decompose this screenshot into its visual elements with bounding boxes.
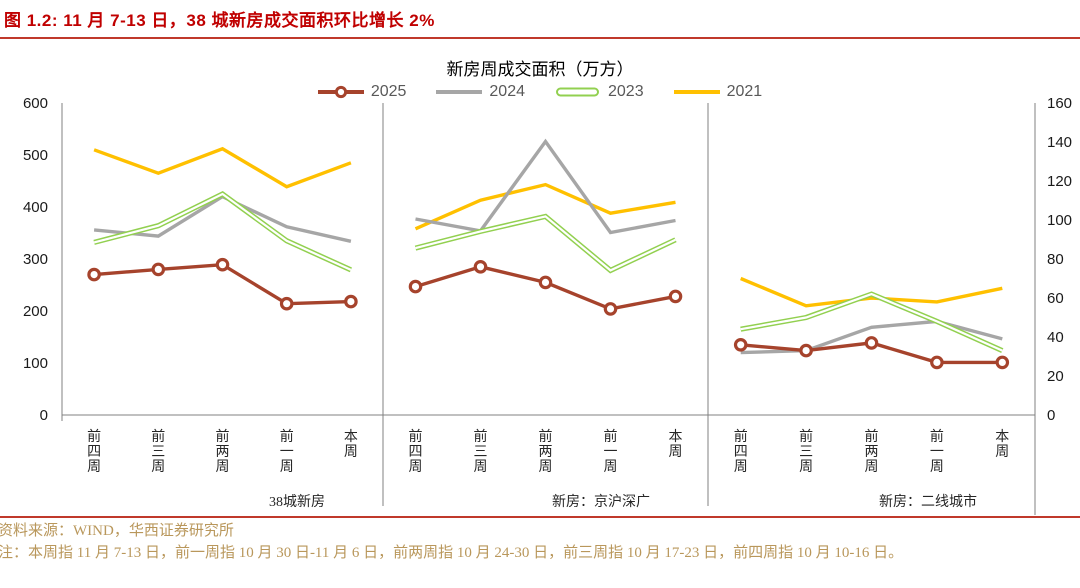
title-divider-rule [0,37,1080,39]
data-point-marker [279,296,294,311]
category-label: 前两周 [539,428,553,475]
category-label: 前四周 [734,428,748,475]
legend-label: 2023 [608,83,644,100]
data-point-marker [215,257,230,272]
data-point-marker [538,275,553,290]
data-point-marker [603,302,618,316]
category-label: 前三周 [474,428,488,475]
data-point-marker [733,337,748,352]
category-label: 前四周 [87,428,101,475]
right-axis-tick-label: 20 [1047,368,1064,385]
right-axis-tick-label: 100 [1047,212,1072,229]
data-point-marker [473,260,488,274]
data-point-marker [668,289,683,304]
panel-caption: 新房：二线城市 [879,493,977,510]
plot-area: 0 100 200 300 400 500 600 0 20 40 60 80 100 120 140 160… [23,95,1072,515]
right-axis-tick-label: 160 [1047,95,1072,112]
series-2024-panel-2 [415,138,676,235]
legend-item-2024: 2024 [436,83,525,101]
chart-legend: 2025 2024 2023 2021 [0,83,1080,101]
left-axis-tick-label: 600 [23,95,48,112]
legend-swatch-solid-icon [673,90,720,94]
series-2021-panel-2 [414,182,676,231]
data-point-marker [930,355,944,370]
data-point-marker [151,262,166,277]
category-label: 前四周 [409,428,423,475]
data-point-marker [799,343,813,358]
series-2023-panel-1-inner [93,192,352,271]
category-label: 前一周 [280,428,294,475]
data-point-marker [87,267,101,282]
bottom-divider-rule [0,516,1080,518]
legend-label: 2021 [726,83,763,100]
series-2021-panel-3 [740,276,1003,308]
right-axis-tick-label: 120 [1047,173,1072,190]
category-label: 前两周 [865,428,879,475]
source-note: 资料来源：WIND，华西证券研究所 [0,523,234,539]
legend-item-2023: 2023 [555,83,644,101]
category-label: 前一周 [930,428,944,475]
data-point-marker [408,279,423,294]
left-axis-tick-label: 0 [40,407,48,424]
left-axis-tick-label: 100 [23,355,48,372]
data-point-marker [344,294,358,309]
category-label: 本周 [344,429,358,460]
series-2021-panel-1 [93,146,352,189]
legend-swatch-marker-icon [317,85,364,99]
category-label: 本周 [995,429,1009,460]
left-axis-tick-label: 400 [23,199,48,216]
legend-label: 2024 [489,83,525,100]
series-2023-panel-2-inner [415,215,676,272]
category-label: 前三周 [151,428,165,475]
left-axis-tick-label: 200 [23,303,48,320]
data-point-marker [995,355,1010,370]
category-label: 前三周 [799,428,813,475]
legend-label: 2025 [370,83,407,100]
right-axis-tick-label: 80 [1047,251,1064,268]
right-axis-tick-label: 140 [1047,134,1072,151]
series-2023-panel-3-inner [740,292,1003,352]
legend-item-2025: 2025 [317,83,407,101]
left-axis-tick-label: 500 [23,147,48,164]
chart-area: 新房周成交面积（万方） 2025 2024 2023 2021 0 100 200 300 4… [0,39,1080,516]
chart-title: 新房周成交面积（万方） [446,60,634,79]
data-point-marker [864,336,879,350]
category-label: 前一周 [604,428,618,475]
category-label: 前两周 [216,428,230,475]
legend-item-2021: 2021 [673,83,763,101]
footer: 资料来源：WIND，华西证券研究所 注：本周指 11 月 7-13 日，前一周指… [0,520,1080,564]
left-axis-tick-label: 300 [23,251,48,268]
right-axis-tick-label: 60 [1047,290,1064,307]
week-definition-note: 注：本周指 11 月 7-13 日，前一周指 10 月 30 日-11 月 6 … [0,545,904,561]
panel-caption: 新房：京沪深广 [552,494,650,510]
series-2024-panel-3 [740,319,1003,355]
legend-swatch-solid-icon [436,90,483,94]
right-axis-tick-label: 40 [1047,329,1064,346]
legend-swatch-double-icon [556,87,599,97]
panel-caption: 38城新房 [269,494,325,510]
right-axis-tick-label: 0 [1047,407,1055,424]
category-label: 本周 [669,429,683,460]
figure-title: 图 1.2: 11 月 7-13 日，38 城新房成交面积环比增长 2% [4,11,435,30]
